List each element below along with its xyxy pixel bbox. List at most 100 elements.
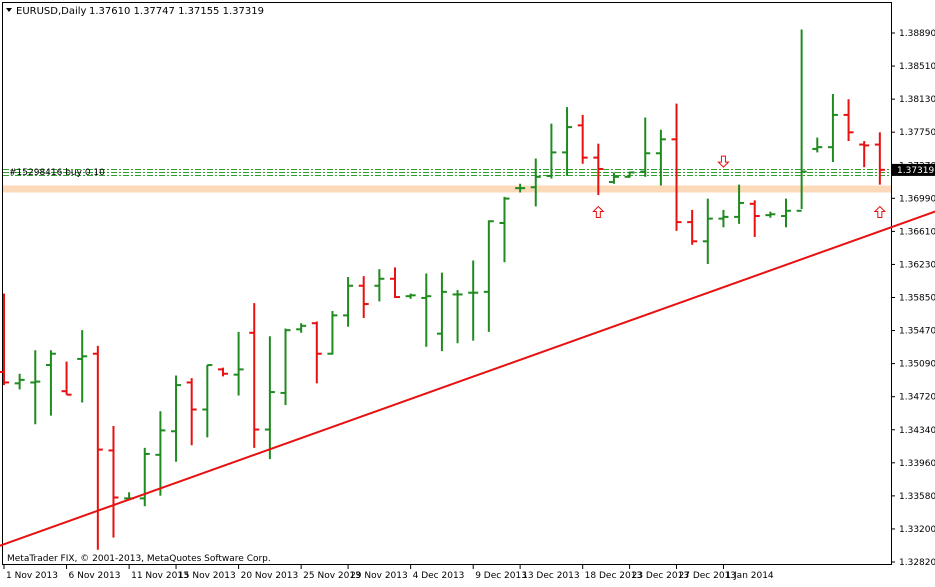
x-tick-label: 25 Nov 2013 [303, 571, 361, 581]
ohlc-bar [702, 198, 713, 264]
ohlc-bar [530, 158, 541, 207]
ohlc-bar [483, 220, 494, 332]
ohlc-bar [436, 272, 447, 352]
x-tick-label: 1 Nov 2013 [6, 571, 58, 581]
y-tick-label: 1.34340 [899, 426, 935, 436]
ohlc-bar [249, 303, 260, 448]
arrow-down-icon [717, 155, 730, 168]
ohlc-bar [374, 269, 385, 302]
ohlc-bar [515, 183, 526, 193]
ohlc-bar [139, 447, 150, 507]
ohlc-bar [655, 129, 666, 186]
ohlc-bar [202, 364, 213, 438]
y-tick-label: 1.32820 [899, 558, 935, 568]
ohlc-bar [421, 273, 432, 347]
trendline [0, 210, 935, 547]
ohlc-bar [812, 137, 823, 153]
x-tick-label: 29 Nov 2013 [350, 571, 408, 581]
ohlc-bar [61, 361, 72, 396]
ohlc-bar [781, 198, 791, 228]
symbol-label: EURUSD,Daily [16, 6, 87, 17]
ohlc-bar [874, 132, 885, 185]
ohlc-bar [577, 114, 588, 164]
ohlc-bar [186, 378, 197, 446]
y-tick-label: 1.33200 [899, 525, 935, 535]
ohlc-bar [327, 311, 338, 355]
ohlc-bar [233, 331, 244, 396]
ohlc-bar [796, 29, 807, 212]
dropdown-triangle-icon[interactable] [6, 8, 12, 12]
order-line-layer [3, 168, 891, 176]
x-tick-label: 27 Dec 2013 [679, 571, 737, 581]
current-price-tag: 1.37319 [892, 163, 935, 176]
price-axis: 1.388901.385101.381301.377501.373701.369… [891, 29, 935, 568]
ohlc-bar [171, 375, 182, 462]
x-tick-label: 6 Nov 2013 [69, 571, 121, 581]
signal-arrows-layer [592, 155, 887, 219]
y-tick-label: 1.34720 [899, 393, 935, 403]
ohlc-bar [499, 196, 510, 263]
ohlc-bar [264, 336, 275, 460]
y-tick-label: 1.38130 [899, 95, 935, 105]
ohlc-bar [749, 200, 760, 237]
current-price-label: 1.37319 [897, 166, 934, 176]
ohlc-bar [452, 290, 463, 344]
ohlc-bar [343, 277, 354, 327]
support-zone-layer [3, 185, 891, 193]
y-tick-label: 1.38890 [899, 29, 935, 39]
ohlc-bar [296, 323, 307, 333]
y-tick-label: 1.35850 [899, 294, 935, 304]
ohlc-values: 1.37610 1.37747 1.37155 1.37319 [89, 6, 264, 17]
y-tick-label: 1.33580 [899, 492, 935, 502]
y-tick-label: 1.35090 [899, 360, 935, 370]
ohlc-bar [687, 209, 698, 245]
ohlc-bar [734, 184, 745, 224]
ohlc-bar [546, 123, 557, 179]
ohlc-bar [108, 426, 119, 538]
y-tick-label: 1.36230 [899, 260, 935, 270]
ohlc-bar [405, 293, 416, 299]
ohlc-bar [718, 209, 729, 228]
ohlc-bar [765, 211, 776, 218]
ohlc-bar [468, 260, 479, 341]
x-tick-label: 9 Dec 2013 [475, 571, 527, 581]
ohlc-bar [311, 321, 322, 384]
ohlc-bar [562, 107, 573, 176]
x-tick-label: 13 Dec 2013 [522, 571, 580, 581]
x-tick-label: 1 Jan 2014 [725, 571, 773, 581]
y-tick-label: 1.33960 [899, 459, 935, 469]
support-zone [3, 185, 891, 193]
arrow-up-icon [873, 205, 887, 219]
x-tick-label: 20 Nov 2013 [241, 571, 299, 581]
ohlc-bar [0, 293, 9, 386]
x-tick-label: 4 Dec 2013 [413, 571, 465, 581]
y-tick-label: 1.37750 [899, 128, 935, 138]
ohlc-bar [671, 103, 682, 231]
ohlc-bar [14, 373, 25, 390]
order-label: #15298416 buy 0.10 [9, 168, 105, 178]
ohlc-bar [155, 411, 166, 496]
ohlc-bar [640, 117, 651, 177]
ohlc-bar [608, 172, 619, 184]
y-tick-label: 1.38510 [899, 62, 935, 72]
price-bars-layer [0, 29, 885, 550]
ohlc-bar [217, 367, 228, 377]
ohlc-bar [390, 267, 400, 299]
ohlc-bar [827, 94, 838, 162]
trendline-layer [0, 210, 935, 547]
ohlc-bar [843, 99, 854, 142]
y-tick-label: 1.36610 [899, 227, 935, 237]
ohlc-bar [30, 350, 41, 425]
ohlc-bar [77, 330, 88, 403]
ohlc-bar [92, 345, 103, 550]
ohlc-bar [45, 350, 56, 416]
x-tick-label: 23 Dec 2013 [632, 571, 690, 581]
chart-frame [2, 2, 892, 565]
y-tick-label: 1.36990 [899, 194, 935, 204]
ohlc-bar [280, 328, 291, 406]
y-tick-label: 1.35470 [899, 327, 935, 337]
ohlc-bar [358, 276, 369, 318]
